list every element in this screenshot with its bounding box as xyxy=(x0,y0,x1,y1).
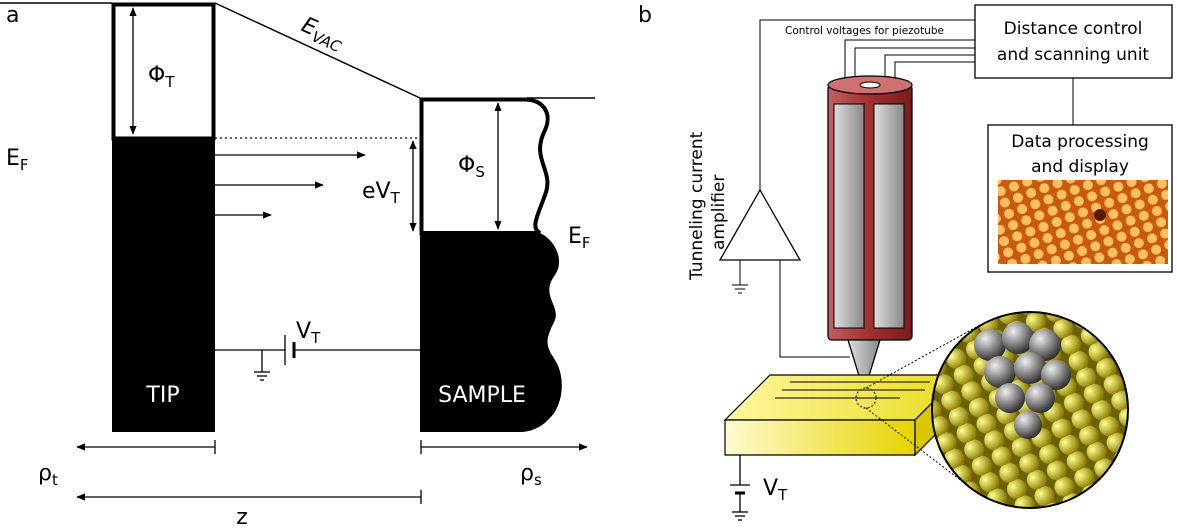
subscript: s xyxy=(534,471,542,489)
amplifier xyxy=(720,190,800,260)
subscript: t xyxy=(52,471,58,489)
sample-label: SAMPLE xyxy=(438,383,526,408)
panel-label: b xyxy=(638,3,652,28)
subscript: T xyxy=(390,189,401,207)
symbol: eV xyxy=(362,179,391,204)
symbol: V xyxy=(296,319,311,344)
electrode xyxy=(834,104,864,328)
panel-a: a ΦT EF EVAC eVT ΦS EF VT TIP SAMPLE ρt … xyxy=(0,3,595,529)
control-box-text: and scanning unit xyxy=(997,45,1150,65)
control-box-text: Distance control xyxy=(1004,19,1143,39)
subscript: F xyxy=(582,234,591,252)
rho-s: ρs xyxy=(520,461,542,489)
bias-battery xyxy=(730,455,750,520)
subscript: T xyxy=(164,73,175,91)
symbol: V xyxy=(763,476,778,501)
tip-label: TIP xyxy=(145,383,179,408)
v-t: VT xyxy=(763,476,788,504)
electrode xyxy=(874,104,904,328)
stm-defect xyxy=(1094,209,1106,221)
subscript: S xyxy=(475,163,485,181)
display-box-text: Data processing xyxy=(1011,132,1149,152)
ef-sample: EF xyxy=(568,224,591,252)
evac: EVAC xyxy=(296,13,348,57)
ef-tip: EF xyxy=(6,146,29,174)
amplifier-text: amplifier xyxy=(709,175,729,250)
symbol: ρ xyxy=(38,461,52,486)
amplifier-text: Tunneling current xyxy=(687,131,707,281)
tube-hole xyxy=(860,82,880,88)
panel-b: b Control voltages for piezotube Distanc… xyxy=(638,3,1172,520)
rho-t: ρt xyxy=(38,461,58,489)
ev-t: eVT xyxy=(362,179,401,207)
symbol: ρ xyxy=(520,461,534,486)
subscript: T xyxy=(777,486,788,504)
subscript: T xyxy=(310,329,321,347)
figure: a ΦT EF EVAC eVT ΦS EF VT TIP SAMPLE ρt … xyxy=(0,0,1177,529)
subscript: VAC xyxy=(309,27,344,56)
symbol: E xyxy=(568,224,582,249)
z-label: z xyxy=(236,505,248,529)
v-t: VT xyxy=(296,319,321,347)
panel-label: a xyxy=(6,3,19,28)
control-box xyxy=(975,5,1172,78)
subscript: F xyxy=(20,156,29,174)
stm-image xyxy=(998,180,1168,264)
symbol: Φ xyxy=(458,153,475,178)
symbol: Φ xyxy=(148,63,165,88)
symbol: E xyxy=(6,146,20,171)
display-box-text: and display xyxy=(1031,157,1129,177)
control-voltages: Control voltages for piezotube xyxy=(785,25,944,37)
sample-front xyxy=(725,420,915,455)
